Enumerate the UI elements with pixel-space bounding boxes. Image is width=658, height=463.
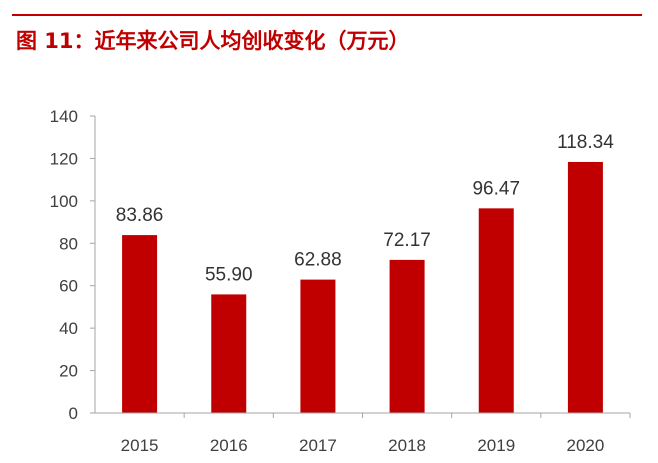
x-tick-label-2016: 2016 bbox=[210, 436, 248, 455]
bar-2015 bbox=[122, 235, 158, 413]
value-label-2019: 96.47 bbox=[472, 178, 520, 199]
y-tick-label: 140 bbox=[50, 107, 78, 126]
chart-title: 图 11：近年来公司人均创收变化（万元） bbox=[16, 29, 410, 53]
x-tick-label-2020: 2020 bbox=[567, 436, 605, 455]
y-tick-label: 60 bbox=[59, 277, 78, 296]
value-label-2018: 72.17 bbox=[383, 230, 431, 251]
y-tick-label: 20 bbox=[59, 362, 78, 381]
bar-2018 bbox=[389, 259, 425, 413]
value-label-2015: 83.86 bbox=[116, 205, 164, 226]
value-labels-group: 83.86 55.90 62.88 72.17 96.47 118.34 bbox=[116, 132, 614, 285]
x-tick-label-2017: 2017 bbox=[299, 436, 337, 455]
bar-2016 bbox=[211, 294, 247, 413]
y-tick-label: 40 bbox=[59, 319, 78, 338]
value-label-2020: 118.34 bbox=[557, 132, 614, 153]
bar-2019 bbox=[478, 208, 514, 413]
y-tick-label: 80 bbox=[59, 234, 78, 253]
y-tick-label: 100 bbox=[50, 192, 78, 211]
x-tick-label-2018: 2018 bbox=[388, 436, 426, 455]
x-tick-label-2015: 2015 bbox=[121, 436, 159, 455]
bar-2017 bbox=[300, 279, 336, 413]
y-axis-ticks: 0 20 40 60 80 100 120 140 bbox=[50, 107, 95, 423]
x-axis-ticks: 2015 2016 2017 2018 2019 2020 bbox=[121, 413, 631, 455]
y-tick-label: 0 bbox=[69, 404, 78, 423]
value-label-2016: 55.90 bbox=[205, 264, 253, 285]
bar-2020 bbox=[567, 161, 603, 413]
y-tick-label: 120 bbox=[50, 149, 78, 168]
value-label-2017: 62.88 bbox=[294, 250, 342, 271]
title-top-rule bbox=[12, 14, 642, 16]
bars-group bbox=[122, 161, 603, 413]
x-tick-label-2019: 2019 bbox=[477, 436, 515, 455]
